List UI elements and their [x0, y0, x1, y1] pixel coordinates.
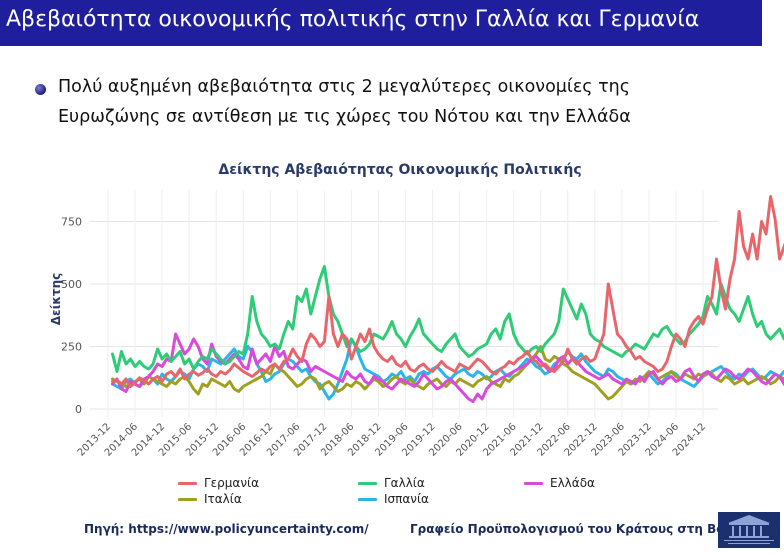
- source-note: Πηγή: https://www.policyuncertainty.com/: [84, 522, 369, 536]
- series-lines: [111, 195, 784, 403]
- y-tick-label: 500: [61, 278, 82, 291]
- office-note: Γραφείο Προϋπολογισμού του Κράτους στη Β…: [410, 522, 749, 536]
- bullet-icon: [35, 84, 46, 95]
- legend-swatch: [178, 498, 197, 501]
- legend-label: Ιταλία: [204, 492, 242, 506]
- y-axis: 0 250 500 750: [61, 216, 82, 417]
- title-bar: Αβεβαιότητα οικονομικής πολιτικής στην Γ…: [0, 0, 762, 46]
- parliament-logo: [718, 512, 780, 548]
- series-line-3: [111, 345, 784, 401]
- legend-swatch: [358, 498, 377, 501]
- legend-label: Ισπανία: [384, 492, 429, 506]
- chart-title: Δείκτης Αβεβαιότητας Οικονομικής Πολιτικ…: [218, 162, 581, 178]
- legend-swatch: [178, 482, 197, 485]
- legend-label: Γερμανία: [204, 476, 260, 490]
- legend-item: Ελλάδα: [524, 476, 595, 490]
- legend-item: Γερμανία: [178, 476, 259, 490]
- y-tick-label: 250: [61, 341, 82, 354]
- legend-item: Γαλλία: [358, 476, 425, 490]
- uncertainty-chart: Δείκτης Αβεβαιότητας Οικονομικής Πολιτικ…: [49, 162, 784, 459]
- y-tick-label: 0: [75, 403, 82, 416]
- y-axis-label: Δείκτης: [49, 273, 63, 325]
- legend-item: Ισπανία: [358, 492, 429, 506]
- legend-swatch: [358, 482, 377, 485]
- bullet-text: Πολύ αυξημένη αβεβαιότητα στις 2 μεγαλύτ…: [58, 77, 631, 127]
- y-tick-label: 750: [61, 216, 82, 229]
- legend-swatch: [524, 482, 543, 485]
- series-line-2: [111, 332, 784, 403]
- series-line-0: [111, 195, 784, 388]
- slide-title: Αβεβαιότητα οικονομικής πολιτικής στην Γ…: [6, 7, 700, 32]
- legend-label: Γαλλία: [384, 476, 425, 490]
- legend-label: Ελλάδα: [550, 476, 595, 490]
- x-axis: 2013-122014-062014-122015-062015-122016-…: [76, 421, 708, 458]
- legend-item: Ιταλία: [178, 492, 242, 506]
- series-line-1: [111, 265, 784, 373]
